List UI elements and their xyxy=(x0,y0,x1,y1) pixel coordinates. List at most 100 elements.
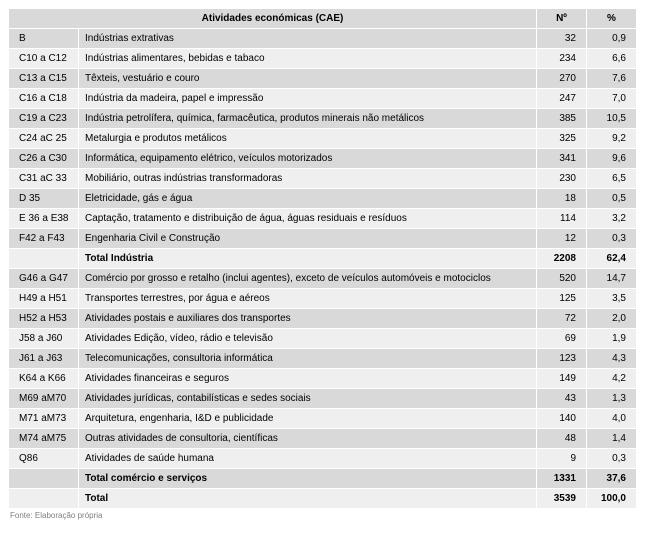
n-cell: 385 xyxy=(537,109,587,129)
desc-cell: Atividades de saúde humana xyxy=(79,449,537,469)
table-row: E 36 a E38Captação, tratamento e distrib… xyxy=(9,209,637,229)
n-cell: 247 xyxy=(537,89,587,109)
code-cell: H49 a H51 xyxy=(9,289,79,309)
desc-cell: Atividades jurídicas, contabilísticas e … xyxy=(79,389,537,409)
table-total-row: Total Indústria220862,4 xyxy=(9,249,637,269)
table-row: J58 a J60Atividades Edição, vídeo, rádio… xyxy=(9,329,637,349)
pct-cell: 3,2 xyxy=(587,209,637,229)
table-row: C26 a C30Informática, equipamento elétri… xyxy=(9,149,637,169)
desc-cell: Metalurgia e produtos metálicos xyxy=(79,129,537,149)
table-row: C13 a C15Têxteis, vestuário e couro2707,… xyxy=(9,69,637,89)
table-row: M74 aM75Outras atividades de consultoria… xyxy=(9,429,637,449)
pct-cell: 0,3 xyxy=(587,229,637,249)
n-cell: 48 xyxy=(537,429,587,449)
table-row: G46 a G47Comércio por grosso e retalho (… xyxy=(9,269,637,289)
desc-cell: Atividades postais e auxiliares dos tran… xyxy=(79,309,537,329)
table-row: C10 a C12Indústrias alimentares, bebidas… xyxy=(9,49,637,69)
code-cell: C13 a C15 xyxy=(9,69,79,89)
table-row: D 35Eletricidade, gás e água180,5 xyxy=(9,189,637,209)
pct-cell: 3,5 xyxy=(587,289,637,309)
n-cell: 9 xyxy=(537,449,587,469)
desc-cell: Atividades Edição, vídeo, rádio e televi… xyxy=(79,329,537,349)
table-row: J61 a J63Telecomunicações, consultoria i… xyxy=(9,349,637,369)
pct-cell: 4,0 xyxy=(587,409,637,429)
desc-cell: Informática, equipamento elétrico, veícu… xyxy=(79,149,537,169)
n-cell: 149 xyxy=(537,369,587,389)
desc-cell: Mobiliário, outras indústrias transforma… xyxy=(79,169,537,189)
desc-cell: Indústrias alimentares, bebidas e tabaco xyxy=(79,49,537,69)
code-cell: M69 aM70 xyxy=(9,389,79,409)
table-row: H52 a H53Atividades postais e auxiliares… xyxy=(9,309,637,329)
table-row: M71 aM73Arquitetura, engenharia, I&D e p… xyxy=(9,409,637,429)
code-cell: J58 a J60 xyxy=(9,329,79,349)
n-cell: 230 xyxy=(537,169,587,189)
pct-cell: 10,5 xyxy=(587,109,637,129)
n-cell: 72 xyxy=(537,309,587,329)
desc-cell: Outras atividades de consultoria, cientí… xyxy=(79,429,537,449)
pct-cell: 1,3 xyxy=(587,389,637,409)
table-row: H49 a H51Transportes terrestres, por águ… xyxy=(9,289,637,309)
n-cell: 114 xyxy=(537,209,587,229)
code-cell: H52 a H53 xyxy=(9,309,79,329)
table-row: C19 a C23Indústria petrolífera, química,… xyxy=(9,109,637,129)
table-row: Q86Atividades de saúde humana90,3 xyxy=(9,449,637,469)
table-total-row: Total3539100,0 xyxy=(9,489,637,509)
desc-cell: Arquitetura, engenharia, I&D e publicida… xyxy=(79,409,537,429)
pct-cell: 2,0 xyxy=(587,309,637,329)
table-total-row: Total comércio e serviços133137,6 xyxy=(9,469,637,489)
n-cell: 234 xyxy=(537,49,587,69)
code-cell: M74 aM75 xyxy=(9,429,79,449)
n-cell: 43 xyxy=(537,389,587,409)
activities-table: Atividades económicas (CAE) Nº % BIndúst… xyxy=(8,8,637,509)
code-cell: D 35 xyxy=(9,189,79,209)
desc-cell: Total comércio e serviços xyxy=(79,469,537,489)
pct-cell: 1,4 xyxy=(587,429,637,449)
n-cell: 270 xyxy=(537,69,587,89)
pct-cell: 14,7 xyxy=(587,269,637,289)
code-cell: K64 a K66 xyxy=(9,369,79,389)
source-footnote: Fonte: Elaboração própria xyxy=(8,511,637,520)
desc-cell: Captação, tratamento e distribuição de á… xyxy=(79,209,537,229)
n-cell: 520 xyxy=(537,269,587,289)
desc-cell: Têxteis, vestuário e couro xyxy=(79,69,537,89)
desc-cell: Comércio por grosso e retalho (inclui ag… xyxy=(79,269,537,289)
code-cell: C31 aC 33 xyxy=(9,169,79,189)
desc-cell: Atividades financeiras e seguros xyxy=(79,369,537,389)
header-activities: Atividades económicas (CAE) xyxy=(9,9,537,29)
n-cell: 140 xyxy=(537,409,587,429)
desc-cell: Total Indústria xyxy=(79,249,537,269)
table-row: BIndústrias extrativas320,9 xyxy=(9,29,637,49)
pct-cell: 7,6 xyxy=(587,69,637,89)
pct-cell: 1,9 xyxy=(587,329,637,349)
code-cell: Q86 xyxy=(9,449,79,469)
desc-cell: Indústria da madeira, papel e impressão xyxy=(79,89,537,109)
code-cell: F42 a F43 xyxy=(9,229,79,249)
code-cell xyxy=(9,469,79,489)
header-n: Nº xyxy=(537,9,587,29)
n-cell: 12 xyxy=(537,229,587,249)
desc-cell: Indústrias extrativas xyxy=(79,29,537,49)
desc-cell: Engenharia Civil e Construção xyxy=(79,229,537,249)
code-cell: B xyxy=(9,29,79,49)
pct-cell: 9,6 xyxy=(587,149,637,169)
code-cell: M71 aM73 xyxy=(9,409,79,429)
code-cell: E 36 a E38 xyxy=(9,209,79,229)
pct-cell: 0,3 xyxy=(587,449,637,469)
n-cell: 32 xyxy=(537,29,587,49)
pct-cell: 4,3 xyxy=(587,349,637,369)
pct-cell: 7,0 xyxy=(587,89,637,109)
n-cell: 123 xyxy=(537,349,587,369)
n-cell: 1331 xyxy=(537,469,587,489)
desc-cell: Telecomunicações, consultoria informátic… xyxy=(79,349,537,369)
code-cell xyxy=(9,249,79,269)
table-row: K64 a K66Atividades financeiras e seguro… xyxy=(9,369,637,389)
table-row: C24 aC 25Metalurgia e produtos metálicos… xyxy=(9,129,637,149)
code-cell: C10 a C12 xyxy=(9,49,79,69)
code-cell: C26 a C30 xyxy=(9,149,79,169)
code-cell: J61 a J63 xyxy=(9,349,79,369)
n-cell: 2208 xyxy=(537,249,587,269)
n-cell: 341 xyxy=(537,149,587,169)
pct-cell: 0,9 xyxy=(587,29,637,49)
n-cell: 69 xyxy=(537,329,587,349)
desc-cell: Indústria petrolífera, química, farmacêu… xyxy=(79,109,537,129)
